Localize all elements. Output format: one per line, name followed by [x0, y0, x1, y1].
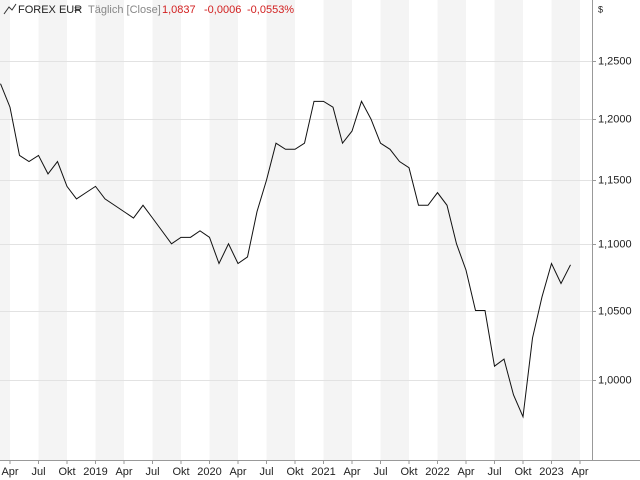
x-band — [437, 0, 466, 460]
last-price: 1,0837 — [162, 4, 196, 16]
x-band — [209, 0, 238, 460]
x-tick-label: Apr — [457, 466, 474, 478]
x-band — [38, 0, 67, 460]
change-percent: -0,0553% — [247, 4, 294, 16]
x-band — [352, 0, 381, 460]
plot-background — [0, 0, 592, 460]
y-tick-label: 1,0000 — [598, 374, 632, 386]
change: -0,0006 — [204, 4, 241, 16]
x-tick-label: Okt — [58, 466, 75, 478]
price-line — [0, 83, 571, 419]
x-band — [580, 0, 592, 460]
x-tick-label: 2023 — [539, 466, 563, 478]
x-tick-label: Apr — [1, 466, 18, 478]
x-band — [494, 0, 523, 460]
x-tick-label: Okt — [286, 466, 303, 478]
x-tick-label: Apr — [343, 466, 360, 478]
x-tick-label: Jul — [31, 466, 45, 478]
x-band — [380, 0, 409, 460]
x-band — [409, 0, 438, 460]
x-tick-label: Jul — [259, 466, 273, 478]
y-tick-label: 1,2500 — [598, 55, 632, 67]
x-tick-label: 2020 — [197, 466, 221, 478]
x-tick-label: Apr — [115, 466, 132, 478]
y-tick-label: 1,0500 — [598, 305, 632, 317]
x-tick-label: 2019 — [83, 466, 107, 478]
instrument-marker: = — [74, 4, 80, 16]
plot — [0, 83, 571, 419]
x-band — [95, 0, 124, 460]
x-tick-label: Jul — [145, 466, 159, 478]
x-band — [238, 0, 267, 460]
x-band — [551, 0, 580, 460]
x-band — [67, 0, 96, 460]
x-band — [323, 0, 352, 460]
x-tick-label: 2021 — [311, 466, 335, 478]
x-tick-label: Apr — [229, 466, 246, 478]
y-tick-label: 1,1000 — [598, 238, 632, 250]
x-band — [295, 0, 324, 460]
x-tick-label: Okt — [514, 466, 531, 478]
x-tick-label: Okt — [400, 466, 417, 478]
interval: Täglich [Close] — [88, 4, 161, 16]
x-band — [523, 0, 552, 460]
x-tick-label: Jul — [487, 466, 501, 478]
x-tick-label: Apr — [571, 466, 588, 478]
x-band — [0, 0, 10, 460]
y-tick-label: 1,2000 — [598, 113, 632, 125]
x-band — [466, 0, 495, 460]
x-band — [152, 0, 181, 460]
x-tick-label: Okt — [172, 466, 189, 478]
x-tick-label: Jul — [373, 466, 387, 478]
x-band — [181, 0, 210, 460]
x-band — [124, 0, 153, 460]
x-band — [266, 0, 295, 460]
instrument-icon — [3, 3, 17, 15]
x-band — [10, 0, 39, 460]
y-axis-label: $ — [598, 4, 603, 14]
y-tick-label: 1,1500 — [598, 174, 632, 186]
instrument: FOREX EUR — [18, 4, 82, 16]
x-tick-label: 2022 — [425, 466, 449, 478]
header: FOREX EUR = Täglich [Close] 1,0837 -0,00… — [3, 3, 294, 16]
